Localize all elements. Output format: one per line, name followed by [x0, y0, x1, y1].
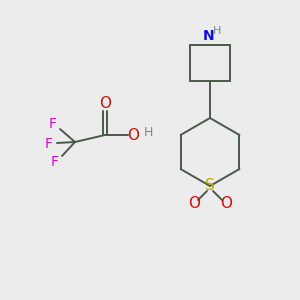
Text: N: N	[203, 29, 215, 43]
Text: O: O	[188, 196, 200, 211]
Text: H: H	[143, 127, 153, 140]
Text: F: F	[45, 137, 53, 151]
Text: F: F	[51, 155, 59, 169]
Text: S: S	[205, 178, 215, 194]
Text: F: F	[49, 117, 57, 131]
Text: H: H	[213, 26, 221, 36]
Text: O: O	[127, 128, 139, 142]
Text: O: O	[220, 196, 232, 211]
Text: O: O	[99, 97, 111, 112]
